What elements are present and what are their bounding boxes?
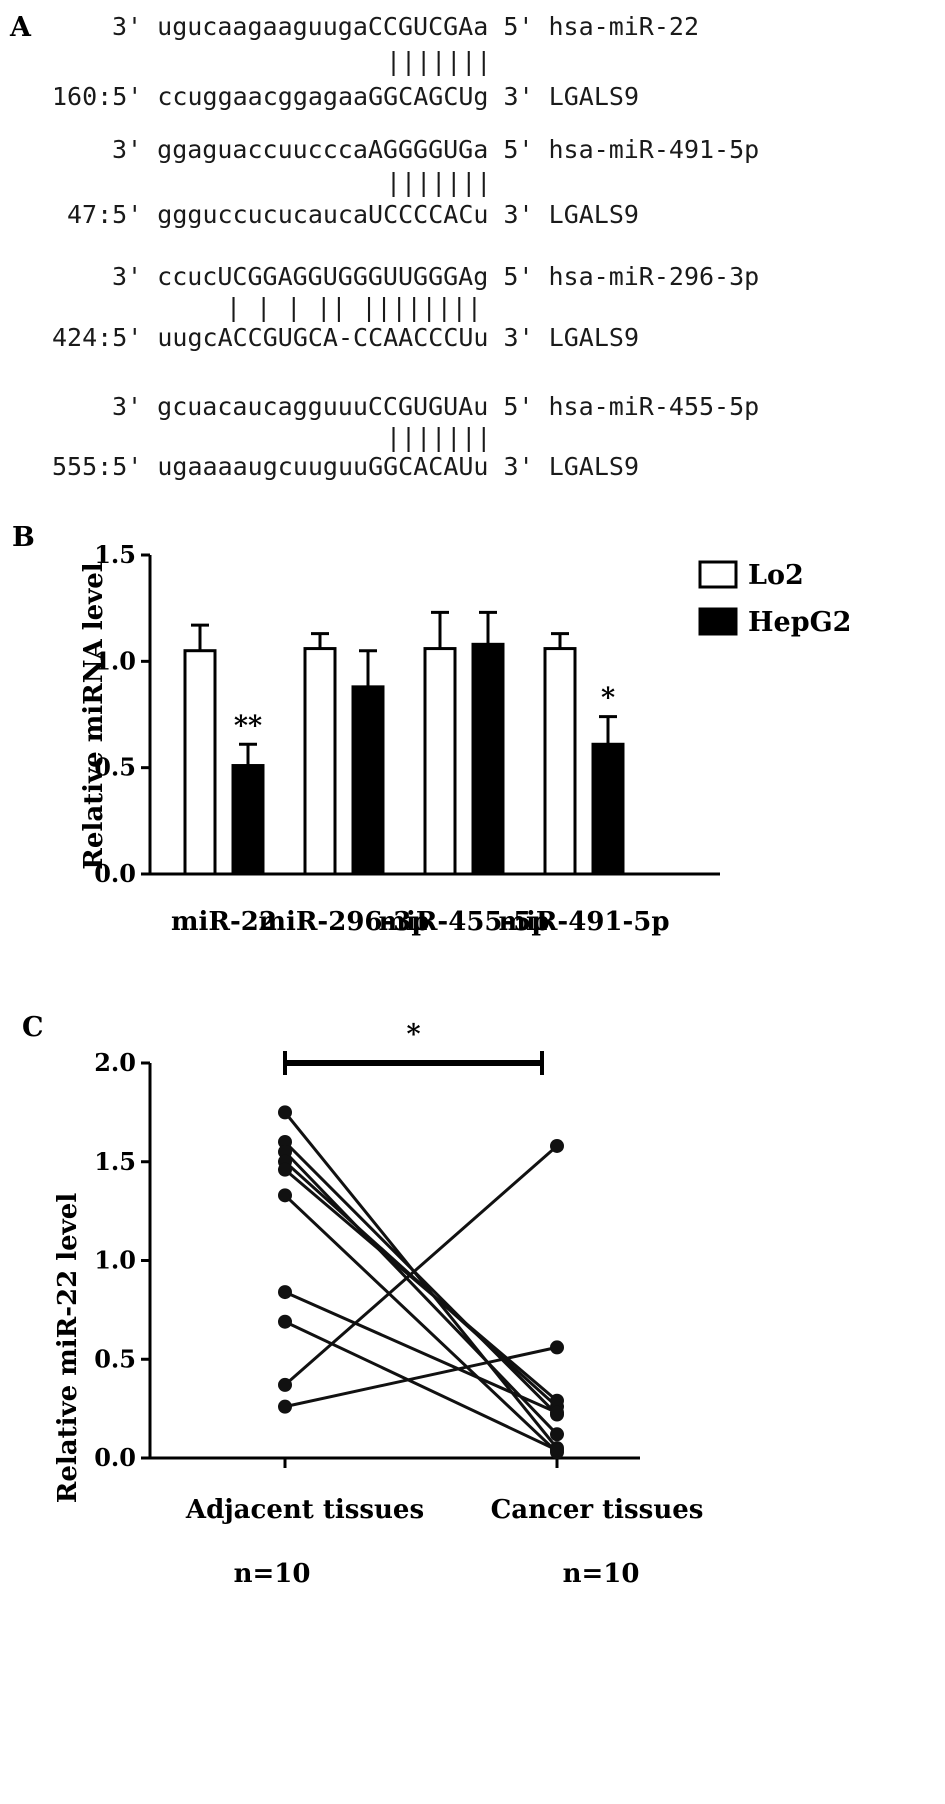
alignment-2-pairing: ||||||| [386, 168, 492, 197]
y-tick-label-c: 1.5 [94, 1147, 136, 1176]
group-n-label-c: n=10 [234, 1559, 311, 1589]
pair-line [283, 1140, 559, 1416]
alignment-1-pairing: ||||||| [386, 47, 492, 76]
y-tick-label-b: 0.0 [94, 859, 136, 888]
cancer-point [550, 1427, 564, 1442]
alignment-3-mirna: 3' ccucUCGGAGGUGGGUUGGGAg 5' hsa-miR-296… [112, 262, 760, 291]
y-axis-label-c: Relative miR-22 level [53, 1193, 83, 1504]
category-label-b: miR-455-5p [378, 907, 549, 937]
group-n-label-c: n=10 [563, 1559, 640, 1589]
alignment-2-target: 47:5' ggguccucucaucaUCCCCACu 3' LGALS9 [67, 200, 639, 229]
adjacent-point [278, 1188, 292, 1203]
y-tick-label-c: 2.0 [94, 1048, 136, 1077]
cancer-point [550, 1138, 564, 1153]
bar-hepg2 [351, 685, 385, 876]
adjacent-point [278, 1377, 292, 1392]
y-tick-label-c: 1.0 [94, 1246, 136, 1275]
bar-lo2 [423, 647, 457, 876]
bar-hepg2 [231, 764, 265, 876]
bar-lo2 [183, 649, 217, 876]
bar-hepg2 [471, 642, 505, 876]
category-label-b: miR-491-5p [498, 907, 669, 937]
adjacent-point [278, 1285, 292, 1300]
panel-b-letter: B [12, 522, 35, 553]
category-label-b: miR-22 [171, 907, 277, 937]
group-label-c: Adjacent tissues [185, 1495, 424, 1525]
legend-label: HepG2 [748, 607, 851, 638]
bar-hepg2 [591, 742, 625, 876]
y-tick-label-c: 0.5 [94, 1344, 136, 1373]
adjacent-point [278, 1162, 292, 1177]
significance-mark-b: * [601, 683, 615, 714]
alignment-3-target: 424:5' uugcACCGUGCA-CCAACCCUu 3' LGALS9 [52, 323, 639, 352]
alignment-1-target: 160:5' ccuggaacggagaaGGCAGCUg 3' LGALS9 [52, 82, 639, 111]
group-label-c: Cancer tissues [491, 1495, 704, 1525]
pair-line [283, 1150, 559, 1436]
alignment-3-pairing: | | | || |||||||| [226, 293, 482, 322]
pair-line [283, 1194, 559, 1454]
pair-line [284, 1290, 558, 1414]
cancer-point [550, 1340, 564, 1355]
significance-mark-c: * [406, 1020, 420, 1050]
paired-chart-c: Relative miR-22 level 0.00.51.01.52.0 * … [53, 1020, 704, 1589]
adjacent-point [278, 1399, 292, 1414]
significance-mark-b: ** [234, 710, 262, 741]
adjacent-point [278, 1135, 292, 1149]
y-tick-label-b: 1.0 [94, 646, 136, 675]
legend-b: Lo2 HepG2 [698, 560, 851, 638]
cancer-point [550, 1405, 564, 1420]
y-tick-label-c: 0.0 [94, 1443, 136, 1472]
alignment-2-mirna: 3' ggaguaccuucccaAGGGGUGa 5' hsa-miR-491… [112, 135, 760, 164]
y-tick-label-b: 1.5 [94, 540, 136, 569]
y-axis-label-b: Relative miRNA level [79, 562, 109, 870]
alignment-4-target: 555:5' ugaaaaugcuuguuGGCACAUu 3' LGALS9 [52, 452, 639, 481]
y-tick-label-b: 0.5 [94, 753, 136, 782]
alignment-4-pairing: ||||||| [386, 423, 492, 452]
pair-line [284, 1168, 558, 1402]
bar-chart-b: Relative miRNA level 0.00.51.01.5 *** mi… [79, 540, 851, 937]
alignment-1-mirna: 3' ugucaagaaguugaCCGUCGAa 5' hsa-miR-22 [112, 12, 699, 41]
cancer-point [550, 1393, 564, 1408]
pair-line [284, 1320, 558, 1452]
pair-line [284, 1345, 558, 1409]
adjacent-point [278, 1314, 292, 1329]
alignment-4-mirna: 3' gcuacaucagguuuCCGUGUAu 5' hsa-miR-455… [112, 392, 760, 421]
panel-c-letter: C [22, 1012, 44, 1043]
legend-label: Lo2 [748, 560, 804, 591]
cancer-point [550, 1443, 564, 1458]
panel-a-letter: A [10, 12, 31, 43]
adjacent-point [278, 1105, 292, 1120]
bar-lo2 [543, 647, 577, 876]
category-label-b: miR-296-3p [258, 907, 429, 937]
pair-line [284, 1144, 558, 1387]
legend-swatch [698, 560, 738, 589]
bar-lo2 [303, 647, 337, 876]
legend-swatch [698, 607, 738, 636]
adjacent-point [278, 1144, 292, 1159]
